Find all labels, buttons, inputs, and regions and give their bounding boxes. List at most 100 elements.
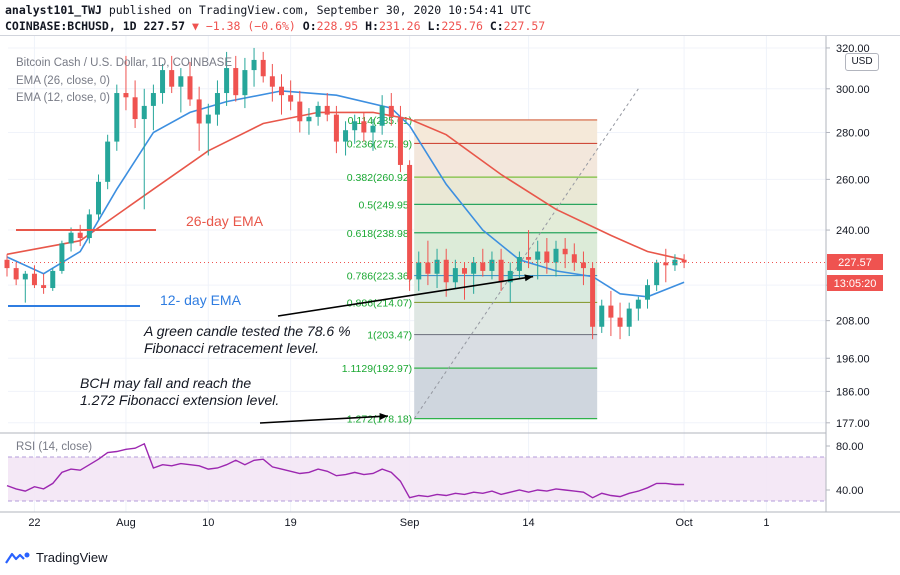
candle-body (31, 273, 37, 286)
candle-body (663, 262, 669, 266)
candle-body (397, 116, 403, 165)
fib-band (414, 368, 598, 419)
candle-body (645, 285, 650, 300)
candle-body (333, 114, 339, 142)
candle-body (526, 256, 532, 260)
countdown-tag-text: 13:05:20 (834, 278, 877, 290)
publish-info: analyst101_TWJ published on TradingView.… (5, 3, 531, 17)
ema26-legend: EMA (26, close, 0) (16, 75, 110, 87)
rsi-band (8, 457, 826, 501)
candle-body (68, 232, 74, 244)
countdown-tag (827, 275, 883, 291)
candle-body (324, 105, 330, 115)
last-price: 227.57 (143, 19, 186, 33)
time-tick-label: 1 (763, 517, 769, 529)
fib-level-label: 1.1129(192.97) (342, 363, 412, 375)
fib-level-label: 0.236(275.19) (347, 138, 412, 150)
candle-body (608, 305, 614, 318)
price-tick-label: 177.00 (836, 418, 870, 430)
candle-body (242, 70, 248, 96)
axes: 320.00300.00280.00260.00240.00220.00208.… (0, 36, 900, 529)
currency-button[interactable]: USD (845, 53, 879, 71)
time-tick-label: 22 (28, 517, 40, 529)
price-tick-label: 320.00 (836, 43, 870, 55)
fib-band (414, 204, 598, 233)
candle-body (425, 262, 431, 274)
candle-body (407, 164, 413, 280)
time-tick-label: Aug (116, 517, 136, 529)
fibonacci-retracement: 0.114(285.61)0.236(275.19)0.382(260.92)0… (342, 88, 639, 426)
candle-body (535, 251, 541, 260)
fib-band (414, 119, 598, 144)
price-tick-label: 300.00 (836, 84, 870, 96)
price-tick-label: 280.00 (836, 127, 870, 139)
note-fib-test-line2: Fibonacci retracement level. (144, 340, 319, 356)
tradingview-logo-icon (5, 552, 30, 564)
candle-body (196, 99, 202, 124)
time-tick-label: 14 (522, 517, 534, 529)
candle-body (599, 305, 605, 327)
fib-level-label: 0.618(238.98) (347, 228, 412, 240)
candle-body (169, 70, 175, 87)
candle-body (635, 299, 641, 309)
candle-body (617, 317, 623, 327)
publish-text: published on TradingView.com, September … (108, 3, 532, 17)
ema12-legend: EMA (12, close, 0) (16, 92, 110, 104)
candle-body (416, 262, 422, 280)
price-tick-label: 240.00 (836, 225, 870, 237)
candle-body (654, 262, 660, 286)
fib-level-label: 0.382(260.92) (347, 172, 412, 184)
chart-title: Bitcoin Cash / U.S. Dollar, 1D, COINBASE (16, 57, 232, 69)
candle-body (498, 259, 504, 283)
open-value: 228.95 (316, 19, 359, 33)
candle-body (370, 125, 376, 133)
candle-body (297, 101, 303, 122)
candle-body (471, 262, 477, 274)
candle-body (214, 93, 220, 115)
fib-level-label: 0.786(223.36) (347, 271, 412, 283)
time-tick-label: 10 (202, 517, 214, 529)
candle-body (562, 248, 568, 255)
fib-band (414, 232, 598, 276)
rsi-tick-label: 40.00 (836, 485, 864, 497)
candle-body (86, 214, 92, 239)
candle-body (480, 262, 486, 271)
note-extension-line2: 1.272 Fibonacci extension level. (80, 392, 279, 408)
candle-body (269, 76, 275, 87)
rsi-legend: RSI (14, close) (16, 441, 92, 453)
fib-band (414, 143, 598, 178)
candle-body (50, 270, 56, 289)
candle-body (96, 181, 101, 215)
low-value: 225.76 (441, 19, 483, 33)
last-price-tag-text: 227.57 (838, 257, 872, 269)
price-axis-background (826, 36, 900, 512)
candle-body (178, 76, 184, 87)
candle-body (251, 59, 257, 71)
price-tick-label: 260.00 (836, 174, 870, 186)
candle-body (187, 76, 193, 100)
publisher-name[interactable]: analyst101_TWJ (5, 3, 102, 17)
candle-body (105, 141, 111, 182)
fib-level-label: 0.5(249.95) (358, 199, 412, 211)
fib-band (414, 334, 598, 369)
last-price-tag (827, 254, 883, 270)
footer-brand[interactable]: TradingView (5, 546, 108, 568)
annotation-arrows (259, 274, 534, 424)
candle-body (59, 243, 65, 271)
time-tick-label: Sep (400, 517, 420, 529)
candle-body (352, 121, 358, 131)
arrow-to-green-candle-head (524, 274, 534, 282)
candle-body (443, 259, 449, 283)
candle-body (516, 256, 522, 271)
candle-body (132, 97, 138, 120)
rsi-panel (6, 442, 826, 502)
rsi-tick-label: 80.00 (836, 441, 864, 453)
candle-body (571, 254, 577, 263)
candle-body (260, 59, 266, 77)
symbol-label: COINBASE:BCHUSD, 1D (5, 19, 137, 33)
candle-body (681, 259, 687, 263)
candle-body (123, 93, 129, 98)
close-value: 227.57 (503, 19, 546, 33)
candle-body (288, 95, 294, 102)
